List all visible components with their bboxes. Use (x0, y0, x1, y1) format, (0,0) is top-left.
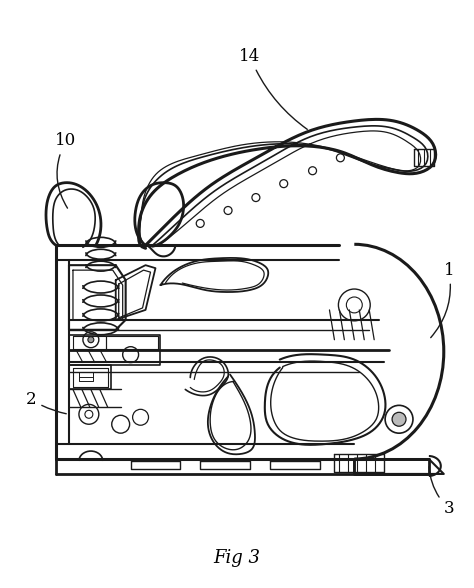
Text: 2: 2 (26, 391, 66, 414)
Text: 14: 14 (239, 48, 307, 129)
Text: Fig 3: Fig 3 (213, 549, 261, 567)
Circle shape (392, 412, 406, 426)
Circle shape (88, 337, 94, 343)
Text: 10: 10 (55, 132, 77, 208)
Text: 1: 1 (431, 262, 454, 338)
Text: 3: 3 (429, 467, 454, 517)
